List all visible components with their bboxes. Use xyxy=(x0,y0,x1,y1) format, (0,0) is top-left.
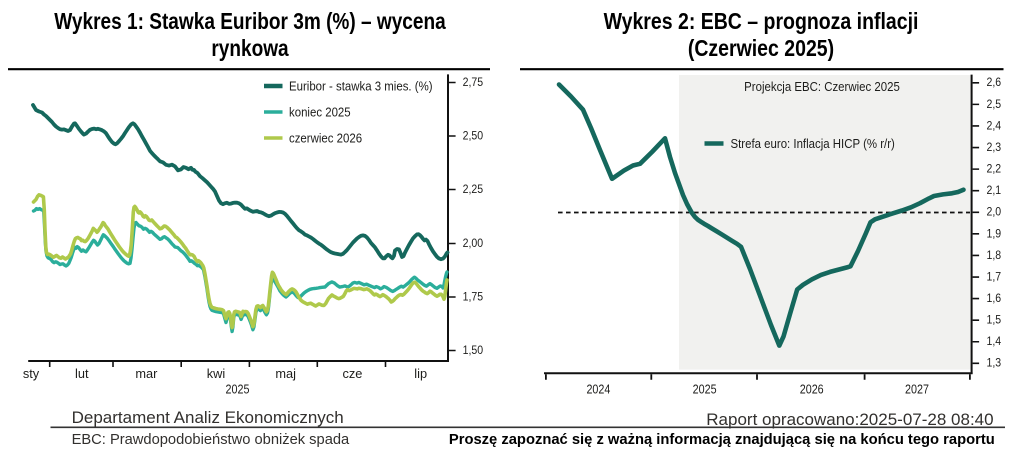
svg-text:rynkowa: rynkowa xyxy=(211,36,289,61)
svg-text:Wykres 1: Stawka Euribor 3m (%: Wykres 1: Stawka Euribor 3m (%) – wycena xyxy=(54,9,446,34)
svg-text:Wykres 2: EBC – prognoza infla: Wykres 2: EBC – prognoza inflacji xyxy=(604,8,919,34)
svg-text:koniec 2025: koniec 2025 xyxy=(289,105,351,120)
svg-text:Raport opracowano:2025-07-28 0: Raport opracowano:2025-07-28 08:40 xyxy=(706,410,993,429)
svg-text:Projekcja EBC: Czerwiec 2025: Projekcja EBC: Czerwiec 2025 xyxy=(744,79,900,94)
svg-text:maj: maj xyxy=(275,366,296,381)
svg-text:sty: sty xyxy=(23,366,40,381)
svg-text:1,7: 1,7 xyxy=(987,271,1002,284)
svg-text:2025: 2025 xyxy=(226,382,250,397)
svg-text:Euribor - stawka 3 mies. (%): Euribor - stawka 3 mies. (%) xyxy=(289,79,433,94)
svg-text:2,25: 2,25 xyxy=(463,183,484,196)
svg-text:mar: mar xyxy=(135,366,158,381)
svg-text:lip: lip xyxy=(414,366,427,381)
svg-text:2,1: 2,1 xyxy=(987,184,1002,197)
svg-text:cze: cze xyxy=(342,366,362,381)
svg-text:1,6: 1,6 xyxy=(987,292,1002,305)
svg-text:lut: lut xyxy=(75,366,89,381)
svg-text:1,8: 1,8 xyxy=(987,249,1002,262)
svg-text:2,00: 2,00 xyxy=(463,237,484,250)
svg-text:czerwiec 2026: czerwiec 2026 xyxy=(289,131,362,146)
svg-text:1,5: 1,5 xyxy=(987,314,1002,327)
svg-text:Departament Analiz Ekonomiczny: Departament Analiz Ekonomicznych xyxy=(72,408,344,427)
svg-text:1,4: 1,4 xyxy=(987,335,1002,348)
svg-text:kwi: kwi xyxy=(207,366,225,381)
svg-text:EBC: Prawdopodobieństwo obniże: EBC: Prawdopodobieństwo obniżek spada xyxy=(72,432,350,448)
svg-text:2,50: 2,50 xyxy=(463,130,484,143)
svg-text:(Czerwiec 2025): (Czerwiec 2025) xyxy=(688,35,834,61)
svg-text:2,4: 2,4 xyxy=(987,120,1002,133)
svg-text:2,75: 2,75 xyxy=(463,76,484,89)
svg-text:2025: 2025 xyxy=(693,382,717,397)
svg-text:2027: 2027 xyxy=(905,382,929,397)
svg-text:1,75: 1,75 xyxy=(463,291,484,304)
svg-text:2,5: 2,5 xyxy=(987,98,1002,111)
svg-text:1,3: 1,3 xyxy=(987,357,1002,370)
svg-text:2,3: 2,3 xyxy=(987,141,1002,154)
svg-text:1,9: 1,9 xyxy=(987,228,1002,241)
svg-text:2,2: 2,2 xyxy=(987,163,1002,176)
svg-text:2,0: 2,0 xyxy=(987,206,1002,219)
svg-text:2024: 2024 xyxy=(586,382,610,397)
svg-text:Proszę zapoznać się z ważną in: Proszę zapoznać się z ważną informacją z… xyxy=(449,432,995,448)
svg-text:2026: 2026 xyxy=(800,382,824,397)
svg-text:2,6: 2,6 xyxy=(987,77,1002,90)
svg-text:1,50: 1,50 xyxy=(463,344,484,357)
svg-text:Strefa euro: Inflacja HICP (%: Strefa euro: Inflacja HICP (% r/r) xyxy=(731,136,895,151)
